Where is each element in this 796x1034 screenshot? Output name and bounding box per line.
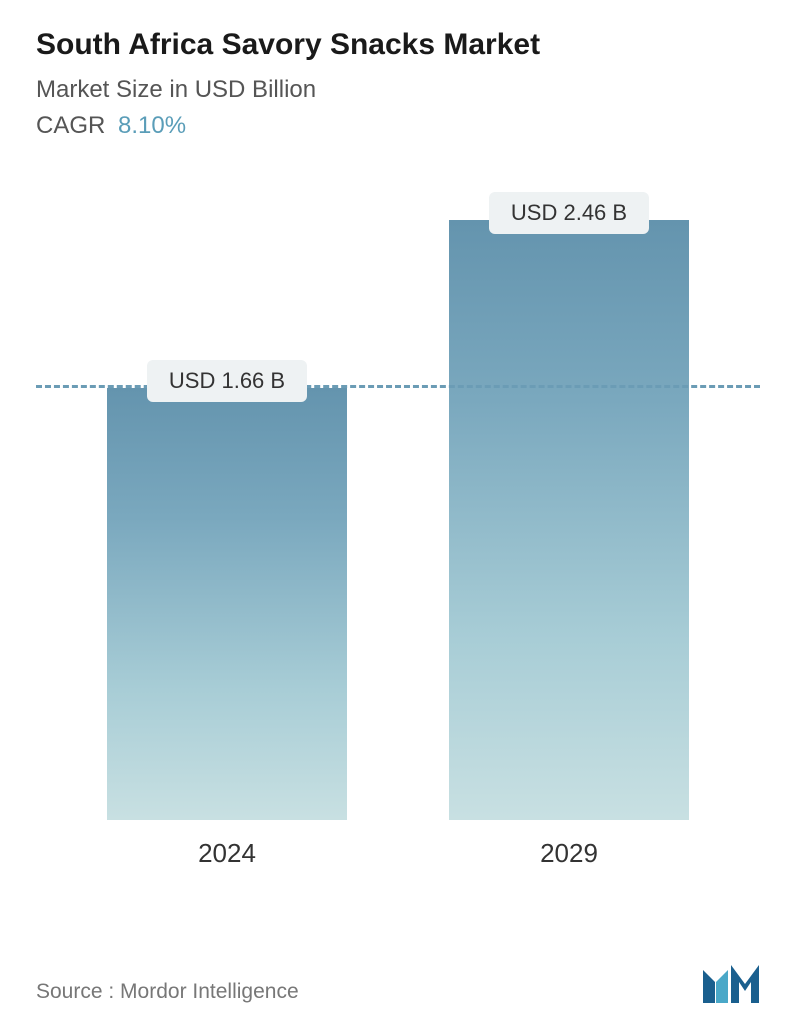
bar-0 — [107, 388, 347, 820]
chart-subtitle: Market Size in USD Billion — [36, 76, 760, 104]
chart-area: USD 1.66 B USD 2.46 B 2024 2029 — [36, 180, 760, 922]
logo-icon — [702, 962, 760, 1004]
chart-container: South Africa Savory Snacks Market Market… — [0, 0, 796, 1034]
x-axis: 2024 2029 — [36, 820, 760, 869]
cagr-label: CAGR — [36, 112, 105, 139]
bars-wrapper: USD 1.66 B USD 2.46 B — [36, 180, 760, 820]
x-label-1: 2029 — [429, 838, 709, 869]
cagr-row: CAGR 8.10% — [36, 112, 760, 140]
bar-value-label-1: USD 2.46 B — [489, 192, 649, 234]
bar-1 — [449, 220, 689, 820]
reference-line — [36, 385, 760, 388]
source-text: Source : Mordor Intelligence — [36, 980, 299, 1004]
cagr-value: 8.10% — [118, 112, 186, 139]
footer: Source : Mordor Intelligence — [36, 922, 760, 1014]
bar-group-1: USD 2.46 B — [429, 180, 709, 820]
chart-title: South Africa Savory Snacks Market — [36, 28, 760, 62]
bar-group-0: USD 1.66 B — [87, 180, 367, 820]
x-label-0: 2024 — [87, 838, 367, 869]
bar-value-label-0: USD 1.66 B — [147, 360, 307, 402]
